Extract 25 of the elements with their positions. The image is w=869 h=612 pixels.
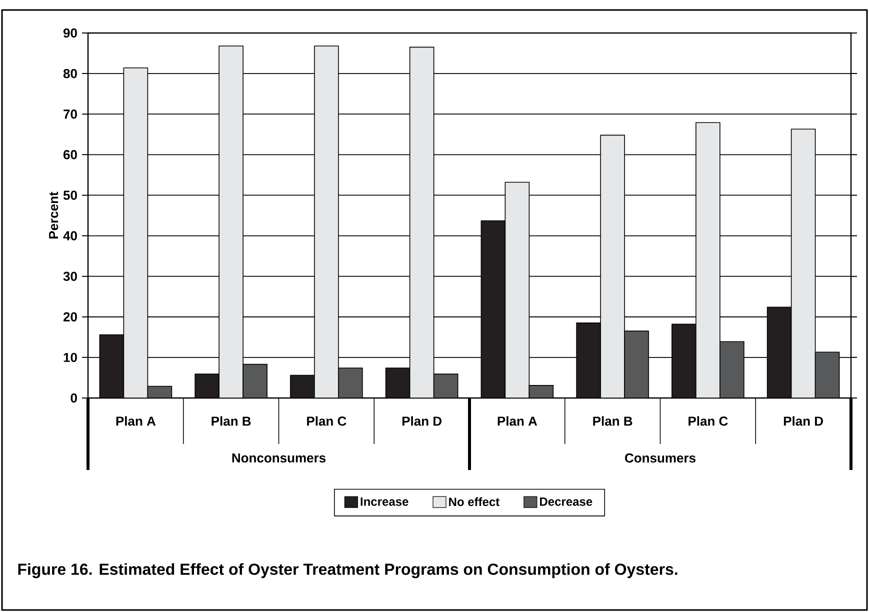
y-tick-label: 80 [63,68,77,78]
y-tick-label: 40 [63,231,77,240]
text: Figure 16. Estimated Effect of Oyster Treatment Programs on Consumption of Oysters. [18,563,678,578]
legend-label: No effect [449,497,500,506]
y-tick-label: 60 [63,150,77,160]
x-tick-label: Plan D [784,416,823,426]
y-tick-label: 30 [63,272,77,281]
text: Nonconsumers [232,453,326,463]
y-tick-label: 50 [63,190,77,200]
text: Consumers [625,453,696,463]
x-tick-label: Plan C [688,416,728,426]
y-tick-label: 10 [64,352,77,362]
y-tick-label: 0 [70,393,77,403]
y-axis-title: Percent [49,192,58,238]
x-tick-label: Plan B [212,416,251,426]
legend-label: Decrease [540,497,592,506]
x-tick-label: Plan A [498,416,538,426]
x-tick-label: Plan B [593,416,632,426]
x-tick-label: Plan D [402,416,442,426]
x-tick-label: Plan C [307,416,346,426]
y-tick-label: 20 [63,312,77,322]
y-tick-label: 70 [64,110,77,119]
y-tick-label: 90 [63,28,77,38]
x-tick-label: Plan A [116,416,156,426]
legend-label: Increase [360,497,408,506]
